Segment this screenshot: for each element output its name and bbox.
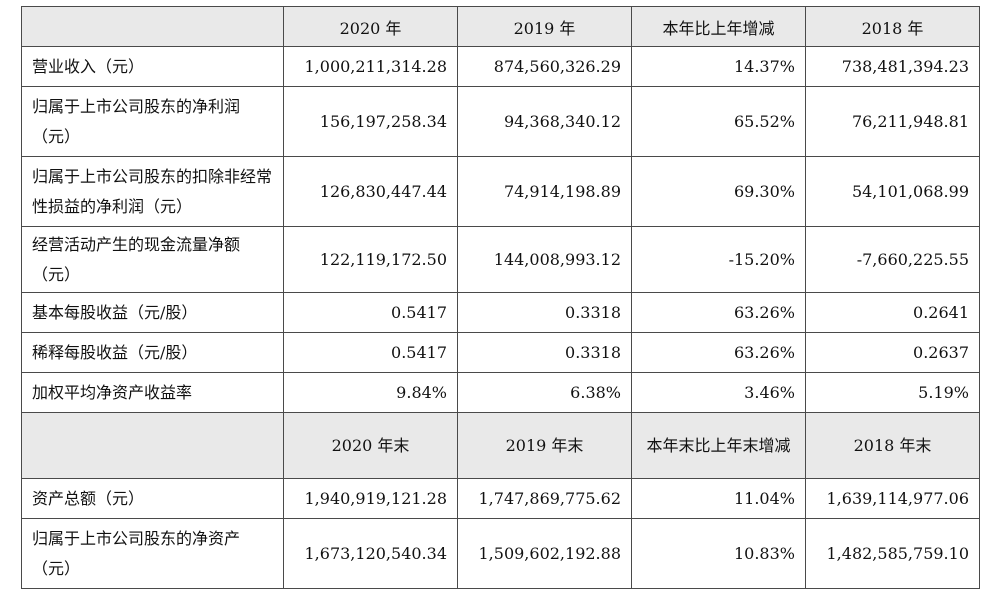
value-cell: 126,830,447.44 (283, 156, 458, 227)
value-cell: 1,673,120,540.34 (283, 518, 458, 589)
value-cell: 738,481,394.23 (805, 46, 980, 87)
row-label: 加权平均净资产收益率 (21, 372, 284, 413)
value-cell: 0.5417 (283, 332, 458, 373)
header-cell: 2020 年 (283, 6, 458, 47)
value-cell: 6.38% (457, 372, 632, 413)
value-cell: 74,914,198.89 (457, 156, 632, 227)
header-corner-cell (21, 412, 284, 479)
table-row: 加权平均净资产收益率 9.84% 6.38% 3.46% 5.19% (21, 372, 980, 413)
value-cell: 76,211,948.81 (805, 86, 980, 157)
value-cell: -15.20% (631, 226, 806, 293)
financial-summary-table: 2020 年 2019 年 本年比上年增减 2018 年 营业收入（元） 1,0… (21, 6, 980, 589)
row-label: 资产总额（元） (21, 478, 284, 519)
row-label: 归属于上市公司股东的扣除非经常性损益的净利润（元） (21, 156, 284, 227)
value-cell: 874,560,326.29 (457, 46, 632, 87)
table-row: 经营活动产生的现金流量净额（元） 122,119,172.50 144,008,… (21, 226, 980, 293)
table-row: 归属于上市公司股东的净资产（元） 1,673,120,540.34 1,509,… (21, 518, 980, 589)
table-row: 归属于上市公司股东的净利润（元） 156,197,258.34 94,368,3… (21, 86, 980, 157)
header-cell: 2018 年末 (805, 412, 980, 479)
value-cell: 0.3318 (457, 332, 632, 373)
header-cell: 2018 年 (805, 6, 980, 47)
value-cell: 63.26% (631, 332, 806, 373)
value-cell: 122,119,172.50 (283, 226, 458, 293)
value-cell: 1,000,211,314.28 (283, 46, 458, 87)
value-cell: 5.19% (805, 372, 980, 413)
row-label: 基本每股收益（元/股） (21, 292, 284, 333)
row-label: 归属于上市公司股东的净利润（元） (21, 86, 284, 157)
value-cell: 1,639,114,977.06 (805, 478, 980, 519)
header-corner-cell (21, 6, 284, 47)
table-row: 资产总额（元） 1,940,919,121.28 1,747,869,775.6… (21, 478, 980, 519)
value-cell: 1,747,869,775.62 (457, 478, 632, 519)
value-cell: 0.2641 (805, 292, 980, 333)
value-cell: 1,940,919,121.28 (283, 478, 458, 519)
value-cell: 1,482,585,759.10 (805, 518, 980, 589)
header-cell: 2019 年末 (457, 412, 632, 479)
table-row: 稀释每股收益（元/股） 0.5417 0.3318 63.26% 0.2637 (21, 332, 980, 373)
row-label: 归属于上市公司股东的净资产（元） (21, 518, 284, 589)
table-row: 营业收入（元） 1,000,211,314.28 874,560,326.29 … (21, 46, 980, 87)
row-label: 稀释每股收益（元/股） (21, 332, 284, 373)
row-label: 经营活动产生的现金流量净额（元） (21, 226, 284, 293)
value-cell: 54,101,068.99 (805, 156, 980, 227)
value-cell: 1,509,602,192.88 (457, 518, 632, 589)
value-cell: 0.5417 (283, 292, 458, 333)
header-cell: 本年比上年增减 (631, 6, 806, 47)
header-cell: 2019 年 (457, 6, 632, 47)
value-cell: 69.30% (631, 156, 806, 227)
value-cell: 0.3318 (457, 292, 632, 333)
value-cell: 0.2637 (805, 332, 980, 373)
header-cell: 本年末比上年末增减 (631, 412, 806, 479)
value-cell: -7,660,225.55 (805, 226, 980, 293)
table-header-row: 2020 年 2019 年 本年比上年增减 2018 年 (21, 6, 980, 47)
value-cell: 11.04% (631, 478, 806, 519)
header-cell: 2020 年末 (283, 412, 458, 479)
value-cell: 3.46% (631, 372, 806, 413)
value-cell: 9.84% (283, 372, 458, 413)
row-label: 营业收入（元） (21, 46, 284, 87)
value-cell: 156,197,258.34 (283, 86, 458, 157)
value-cell: 65.52% (631, 86, 806, 157)
table-row: 归属于上市公司股东的扣除非经常性损益的净利润（元） 126,830,447.44… (21, 156, 980, 227)
value-cell: 10.83% (631, 518, 806, 589)
table-row: 基本每股收益（元/股） 0.5417 0.3318 63.26% 0.2641 (21, 292, 980, 333)
value-cell: 94,368,340.12 (457, 86, 632, 157)
value-cell: 14.37% (631, 46, 806, 87)
value-cell: 63.26% (631, 292, 806, 333)
value-cell: 144,008,993.12 (457, 226, 632, 293)
table-header-row: 2020 年末 2019 年末 本年末比上年末增减 2018 年末 (21, 412, 980, 479)
